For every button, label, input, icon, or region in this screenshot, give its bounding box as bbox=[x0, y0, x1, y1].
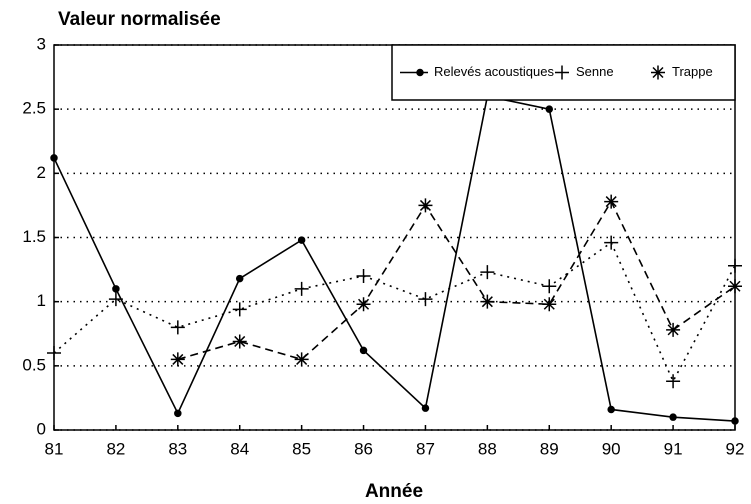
x-axis-label: Année bbox=[365, 481, 423, 502]
x-tick-label: 83 bbox=[168, 439, 187, 458]
plus-marker bbox=[555, 65, 569, 80]
legend-label: Relevés acoustiques bbox=[434, 64, 554, 79]
dot-marker bbox=[669, 413, 677, 421]
series-line bbox=[53, 95, 736, 422]
plus-marker bbox=[356, 269, 371, 283]
star-marker bbox=[542, 297, 557, 312]
star-marker bbox=[666, 322, 681, 337]
plus-marker bbox=[604, 235, 619, 250]
x-tick-label: 82 bbox=[106, 439, 125, 458]
dot-marker bbox=[731, 417, 739, 425]
star-marker bbox=[651, 65, 665, 80]
plus-marker bbox=[170, 320, 185, 335]
plus-marker bbox=[480, 265, 495, 280]
y-tick-label: 2 bbox=[37, 163, 46, 182]
star-marker bbox=[170, 352, 185, 367]
series-line bbox=[177, 199, 736, 361]
y-tick-label: 1 bbox=[37, 291, 46, 310]
dot-marker bbox=[421, 404, 430, 412]
legend-label: Senne bbox=[576, 64, 614, 79]
dot-marker bbox=[174, 409, 182, 418]
y-tick-label: 1.5 bbox=[22, 227, 46, 246]
x-tick-label: 91 bbox=[664, 439, 683, 458]
dot-marker bbox=[545, 105, 554, 113]
x-tick-label: 88 bbox=[478, 439, 497, 458]
x-tick-label: 89 bbox=[540, 439, 559, 458]
star-marker bbox=[232, 334, 247, 349]
star-marker bbox=[294, 352, 309, 367]
plus-marker bbox=[232, 302, 247, 317]
plus-marker bbox=[294, 281, 309, 296]
y-tick-label: 0 bbox=[37, 419, 46, 438]
plus-marker bbox=[47, 346, 61, 360]
plus-marker bbox=[418, 292, 433, 307]
plus-marker bbox=[728, 258, 742, 273]
dot-marker bbox=[416, 68, 424, 77]
x-tick-label: 85 bbox=[292, 439, 311, 458]
plus-marker bbox=[542, 279, 557, 294]
dot-marker bbox=[235, 274, 244, 283]
x-tick-label: 90 bbox=[602, 439, 621, 458]
dot-marker bbox=[112, 285, 120, 293]
x-tick-label: 86 bbox=[354, 439, 373, 458]
star-marker bbox=[418, 198, 433, 213]
plus-marker bbox=[666, 374, 681, 389]
dot-marker bbox=[297, 236, 306, 244]
x-tick-label: 84 bbox=[230, 439, 249, 458]
star-marker bbox=[356, 297, 371, 312]
legend-label: Trappe bbox=[672, 64, 713, 79]
x-tick-label: 87 bbox=[416, 439, 435, 458]
dot-marker bbox=[50, 154, 58, 162]
star-marker bbox=[604, 194, 619, 209]
dot-marker bbox=[607, 405, 615, 414]
x-tick-label: 81 bbox=[45, 439, 64, 458]
x-tick-label: 92 bbox=[726, 439, 745, 458]
dot-marker bbox=[359, 346, 368, 355]
star-marker bbox=[480, 294, 495, 309]
y-tick-label: 0.5 bbox=[22, 355, 46, 374]
y-tick-label: 2.5 bbox=[22, 99, 46, 118]
chart-title: Valeur normalisée bbox=[58, 9, 221, 30]
y-tick-label: 3 bbox=[37, 34, 46, 53]
star-marker bbox=[728, 279, 742, 294]
plus-marker bbox=[108, 292, 123, 307]
